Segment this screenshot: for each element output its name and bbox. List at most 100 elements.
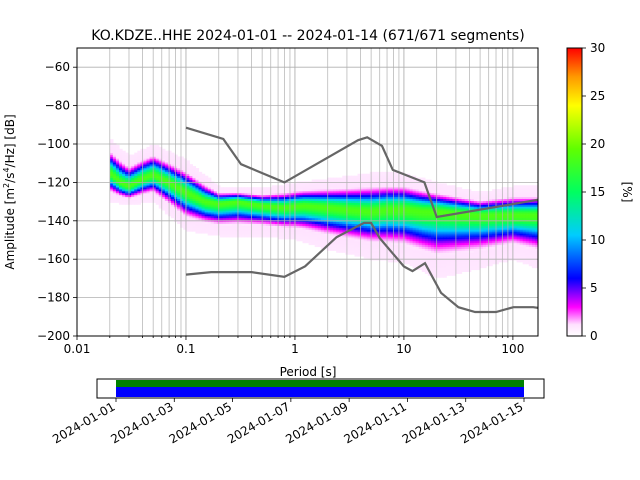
heatmap-cell (418, 202, 423, 205)
heatmap-cell (222, 191, 227, 194)
heatmap-cell (510, 204, 515, 207)
heatmap-cell (256, 194, 261, 198)
heatmap-cell (161, 148, 166, 152)
heatmap-cell (458, 198, 463, 201)
heatmap-cell (437, 262, 441, 265)
heatmap-cell (434, 192, 438, 196)
heatmap-cell (192, 202, 197, 205)
heatmap-cell (430, 214, 435, 217)
heatmap-cell (403, 244, 408, 248)
heatmap-cell (232, 221, 236, 224)
heatmap-cell (167, 192, 172, 196)
heatmap-cell (232, 192, 236, 196)
heatmap-cell (219, 233, 224, 236)
heatmap-cell (443, 250, 447, 253)
heatmap-cell (207, 202, 212, 205)
heatmap-cell (192, 179, 197, 182)
heatmap-cell (412, 210, 417, 213)
heatmap-cell (256, 223, 261, 226)
heatmap-cell (424, 271, 429, 274)
heatmap-cell (302, 189, 307, 192)
heatmap-cell (424, 231, 429, 234)
heatmap-cell (348, 208, 353, 211)
heatmap-cell (207, 192, 212, 196)
heatmap-cell (357, 179, 362, 182)
heatmap-cell (333, 225, 337, 228)
heatmap-cell (131, 185, 135, 188)
heatmap-cell (403, 192, 408, 196)
heatmap-cell (235, 198, 239, 201)
heatmap-cell (382, 229, 386, 232)
heatmap-cell (186, 214, 190, 217)
heatmap-cell (161, 204, 166, 207)
heatmap-cell (308, 235, 313, 238)
heatmap-cell (366, 256, 371, 259)
heatmap-cell (244, 223, 249, 226)
heatmap-cell (510, 208, 515, 211)
heatmap-cell (351, 216, 356, 219)
heatmap-cell (152, 168, 157, 171)
heatmap-cell (516, 240, 521, 244)
heatmap-cell (449, 246, 453, 249)
heatmap-cell (473, 264, 478, 267)
heatmap-cell (363, 240, 368, 244)
heatmap-cell (326, 196, 331, 200)
heatmap-cell (406, 204, 411, 207)
heatmap-cell (427, 250, 432, 253)
heatmap-cell (476, 267, 481, 271)
heatmap-cell (510, 227, 515, 230)
heatmap-cell (250, 216, 255, 219)
heatmap-cell (372, 185, 377, 188)
heatmap-cell (348, 217, 353, 221)
heatmap-cell (195, 204, 200, 207)
heatmap-cell (137, 152, 141, 155)
heatmap-cell (461, 196, 466, 200)
heatmap-cell (174, 158, 178, 161)
heatmap-cell (388, 244, 392, 248)
heatmap-cell (253, 210, 258, 213)
heatmap-cell (317, 194, 322, 198)
heatmap-cell (336, 189, 340, 192)
heatmap-cell (470, 239, 475, 242)
heatmap-cell (415, 198, 420, 201)
heatmap-cell (406, 250, 411, 253)
heatmap-cell (155, 154, 160, 157)
heatmap-cell (284, 210, 288, 213)
heatmap-cell (256, 217, 261, 221)
heatmap-cell (492, 200, 496, 203)
heatmap-cell (421, 196, 426, 200)
heatmap-cell (522, 246, 527, 249)
heatmap-cell (134, 179, 138, 182)
heatmap-cell (174, 212, 178, 215)
heatmap-cell (427, 185, 432, 188)
heatmap-cell (415, 200, 420, 203)
heatmap-cell (146, 156, 151, 159)
heatmap-cell (125, 202, 129, 205)
heatmap-cell (427, 248, 432, 251)
heatmap-cell (489, 262, 493, 265)
heatmap-cell (504, 252, 509, 255)
heatmap-cell (137, 183, 141, 186)
heatmap-cell (109, 173, 114, 176)
heatmap-cell (348, 239, 353, 242)
heatmap-cell (174, 175, 178, 178)
heatmap-cell (330, 229, 334, 232)
heatmap-cell (412, 254, 417, 257)
heatmap-cell (118, 162, 123, 165)
heatmap-cell (213, 192, 218, 196)
heatmap-cell (112, 166, 117, 169)
heatmap-cell (424, 227, 429, 230)
heatmap-cell (421, 269, 426, 272)
heatmap-cell (492, 191, 496, 194)
heatmap-cell (262, 196, 267, 200)
heatmap-cell (326, 237, 331, 240)
heatmap-cell (360, 233, 365, 236)
heatmap-cell (152, 187, 157, 190)
heatmap-cell (421, 206, 426, 209)
heatmap-cell (476, 227, 481, 230)
heatmap-cell (357, 225, 362, 228)
heatmap-cell (247, 189, 252, 192)
heatmap-cell (522, 252, 527, 255)
heatmap-cell (516, 231, 521, 234)
heatmap-cell (351, 239, 356, 242)
